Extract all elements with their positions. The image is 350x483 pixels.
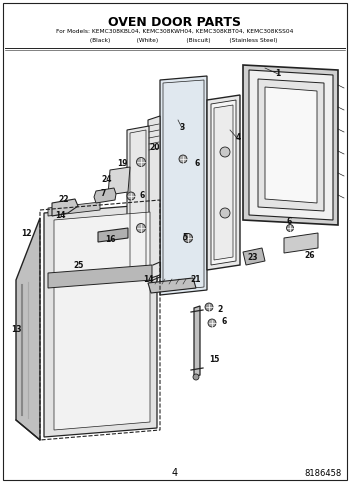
Text: 8186458: 8186458 <box>305 469 342 478</box>
Polygon shape <box>48 202 100 216</box>
Text: OVEN DOOR PARTS: OVEN DOOR PARTS <box>108 16 241 29</box>
Text: 19: 19 <box>117 158 127 168</box>
Text: For Models: KEMC308KBL04, KEMC308KWH04, KEMC308KBT04, KEMC308KSS04: For Models: KEMC308KBL04, KEMC308KWH04, … <box>56 29 294 34</box>
Text: 4: 4 <box>172 468 178 478</box>
Circle shape <box>136 157 146 167</box>
Text: 16: 16 <box>105 236 115 244</box>
Text: 6: 6 <box>194 158 200 168</box>
Polygon shape <box>249 70 333 220</box>
Circle shape <box>220 147 230 157</box>
Text: 12: 12 <box>21 228 31 238</box>
Text: 6: 6 <box>139 191 145 200</box>
Polygon shape <box>127 126 149 282</box>
Polygon shape <box>211 100 236 265</box>
Polygon shape <box>94 188 116 203</box>
Text: 7: 7 <box>100 188 106 198</box>
Polygon shape <box>194 306 200 377</box>
Text: 6: 6 <box>286 217 292 227</box>
Text: 20: 20 <box>150 142 160 152</box>
Circle shape <box>205 303 213 311</box>
Circle shape <box>136 224 146 232</box>
Circle shape <box>208 319 216 327</box>
Text: 6: 6 <box>221 317 227 327</box>
Text: 24: 24 <box>102 175 112 185</box>
Text: 1: 1 <box>275 69 281 77</box>
Text: 3: 3 <box>179 123 185 131</box>
Text: 2: 2 <box>217 306 223 314</box>
Text: 22: 22 <box>59 196 69 204</box>
Circle shape <box>220 208 230 218</box>
Polygon shape <box>258 79 324 211</box>
Polygon shape <box>207 95 240 270</box>
Polygon shape <box>243 65 338 225</box>
Circle shape <box>127 192 135 200</box>
Text: 14: 14 <box>55 211 65 219</box>
Polygon shape <box>108 167 130 195</box>
Text: 26: 26 <box>305 251 315 259</box>
Polygon shape <box>148 278 196 293</box>
Text: 4: 4 <box>235 133 241 142</box>
Polygon shape <box>243 248 265 265</box>
Text: 15: 15 <box>209 355 219 365</box>
Text: 21: 21 <box>191 274 201 284</box>
Polygon shape <box>52 199 78 216</box>
Text: 5: 5 <box>182 233 188 242</box>
Circle shape <box>183 233 192 242</box>
Polygon shape <box>284 233 318 253</box>
Polygon shape <box>48 265 152 288</box>
Circle shape <box>287 225 294 231</box>
Circle shape <box>193 374 199 380</box>
Polygon shape <box>214 105 233 260</box>
Polygon shape <box>160 76 207 295</box>
Polygon shape <box>54 212 150 430</box>
Polygon shape <box>265 87 317 203</box>
Polygon shape <box>98 228 128 242</box>
Circle shape <box>179 155 187 163</box>
Text: (Black)              (White)               (Biscuit)          (Stainless Steel): (Black) (White) (Biscuit) (Stainless Ste… <box>73 38 277 43</box>
Text: 13: 13 <box>11 326 21 335</box>
Polygon shape <box>148 116 160 279</box>
Text: 14: 14 <box>143 274 153 284</box>
Polygon shape <box>44 204 157 437</box>
Polygon shape <box>16 218 40 440</box>
Text: 23: 23 <box>248 254 258 262</box>
Text: 25: 25 <box>74 260 84 270</box>
